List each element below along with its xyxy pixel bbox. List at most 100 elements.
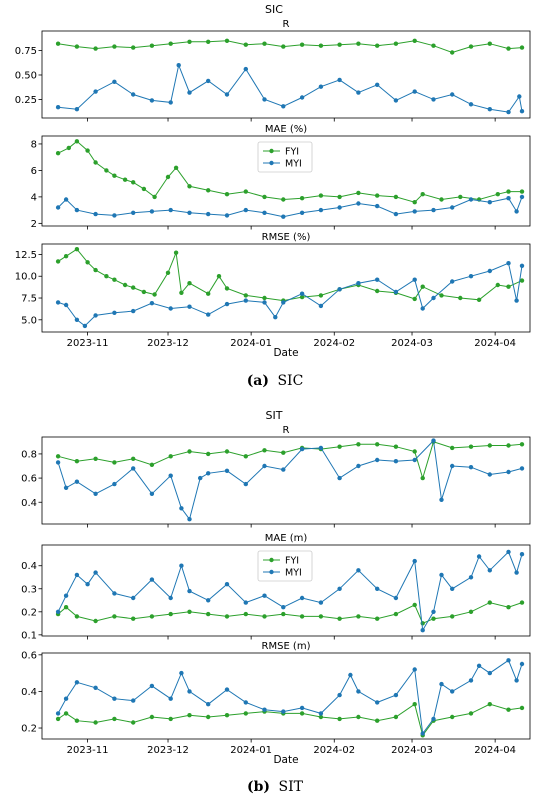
data-point-myi (318, 711, 324, 716)
data-point-myi (318, 600, 324, 605)
data-point-myi (63, 197, 69, 202)
x-tick-label: 2024-03 (391, 745, 433, 756)
data-point-fyi (74, 139, 80, 144)
data-point-fyi (243, 611, 248, 617)
data-point-myi (149, 301, 155, 306)
data-point-myi (262, 300, 267, 305)
data-point-myi (514, 570, 519, 575)
data-point-fyi (206, 714, 211, 720)
data-point-myi (74, 107, 80, 112)
data-point-myi (206, 211, 211, 217)
data-point-fyi (318, 193, 324, 198)
y-tick-label: 0.2 (21, 607, 37, 618)
data-point-fyi (85, 148, 90, 153)
data-point-myi (393, 692, 399, 698)
data-point-myi (63, 485, 69, 490)
data-point-myi (131, 466, 136, 471)
x-tick-label: 2024-02 (313, 745, 355, 756)
y-tick-label: 0.25 (15, 95, 37, 106)
data-point-myi (63, 593, 69, 598)
data-point-fyi (224, 192, 230, 197)
axes-frame (41, 436, 531, 525)
data-point-fyi (487, 443, 492, 448)
data-point-fyi (165, 174, 171, 180)
data-point-myi (224, 301, 230, 307)
data-point-fyi (168, 716, 173, 722)
legend-marker-myi (269, 569, 274, 575)
data-point-myi (356, 90, 361, 95)
data-point-myi (281, 104, 286, 109)
figure-title-sit: SIT (266, 409, 283, 422)
data-point-myi (243, 700, 248, 705)
data-point-myi (187, 210, 192, 215)
series-line-fyi (57, 602, 523, 624)
y-tick-label: 10.0 (15, 272, 37, 283)
data-point-myi (198, 475, 203, 481)
data-point-myi (439, 572, 444, 578)
data-point-fyi (439, 197, 444, 202)
data-point-fyi (487, 600, 492, 605)
legend-label-fyi: FYI (285, 555, 299, 566)
data-point-fyi (243, 189, 248, 194)
sit-caption: (b) SIT (247, 779, 304, 795)
series-line-myi (58, 63, 523, 113)
series-line-fyi (57, 703, 523, 737)
y-tick-label: 6 (31, 166, 37, 177)
legend-label-myi: MYI (285, 158, 302, 169)
y-tick-label: 0.3 (21, 584, 37, 595)
series-line-fyi (58, 40, 523, 54)
data-point-fyi (318, 614, 324, 619)
data-point-fyi (262, 614, 267, 619)
panel-title: MAE (m) (265, 533, 308, 544)
x-tick-label: 2023-11 (67, 338, 109, 349)
data-point-myi (487, 568, 492, 573)
data-point-myi (412, 667, 417, 672)
data-point-fyi (141, 289, 147, 295)
data-point-fyi (412, 702, 417, 707)
data-point-myi (187, 90, 192, 95)
data-point-myi (74, 572, 80, 578)
data-point-myi (168, 595, 173, 601)
data-point-fyi (337, 716, 342, 722)
data-point-myi (519, 466, 525, 471)
data-point-fyi (393, 714, 399, 720)
data-point-fyi (206, 188, 211, 193)
data-point-fyi (224, 286, 230, 291)
x-tick-label: 2024-03 (391, 338, 433, 349)
data-point-myi (82, 323, 88, 329)
data-point-myi (450, 92, 455, 97)
data-point-myi (262, 97, 267, 102)
data-point-myi (224, 687, 230, 692)
data-point-fyi (356, 714, 361, 720)
data-point-fyi (519, 278, 525, 283)
data-point-myi (506, 261, 511, 266)
data-point-fyi (224, 449, 230, 454)
data-point-myi (149, 209, 155, 214)
data-point-myi (468, 102, 474, 107)
data-point-myi (420, 628, 425, 633)
data-point-fyi (420, 192, 425, 197)
data-point-myi (506, 658, 511, 663)
x-tick-label: 2023-12 (147, 338, 189, 349)
sit-caption-text: SIT (279, 779, 304, 795)
data-point-myi (337, 586, 342, 591)
data-point-fyi (506, 46, 511, 51)
data-point-fyi (104, 168, 109, 173)
data-point-myi (93, 570, 98, 575)
data-point-fyi (476, 297, 482, 302)
sit-r-panel: R 0.4 0.6 0.8 (21, 425, 531, 528)
data-point-myi (55, 205, 61, 210)
data-point-fyi (206, 611, 211, 617)
data-point-myi (519, 263, 525, 268)
data-point-myi (318, 445, 324, 451)
data-point-myi (318, 84, 324, 89)
data-point-myi (149, 98, 155, 103)
data-point-myi (393, 98, 399, 103)
data-point-myi (356, 281, 361, 286)
data-point-myi (412, 457, 417, 463)
data-point-fyi (299, 42, 305, 47)
data-point-fyi (262, 41, 267, 46)
panel-title: RMSE (%) (262, 232, 311, 243)
